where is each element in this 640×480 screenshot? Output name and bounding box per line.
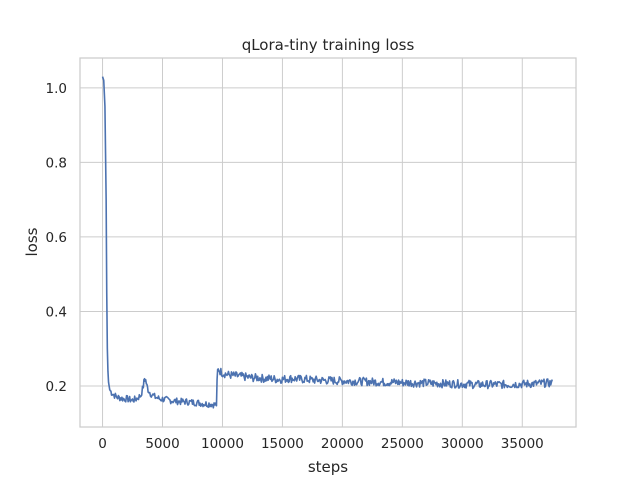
- y-tick-label: 0.2: [46, 379, 67, 395]
- x-tick-label: 10000: [201, 436, 244, 452]
- series-layer: [101, 76, 554, 409]
- grid: [80, 58, 576, 427]
- x-tick-label: 20000: [321, 436, 364, 452]
- x-tick-label: 0: [98, 436, 107, 452]
- x-tick-labels: 0 5000 10000 15000 20000 25000 30000 35000: [98, 436, 544, 452]
- y-tick-label: 1.0: [46, 81, 67, 97]
- loss-series-line: [101, 76, 554, 409]
- y-tick-label: 0.4: [46, 304, 67, 320]
- y-tick-labels: 0.2 0.4 0.6 0.8 1.0: [46, 81, 67, 395]
- y-axis-title: loss: [23, 227, 41, 256]
- x-axis-title: steps: [308, 458, 348, 476]
- plot-frame: [79, 57, 577, 428]
- x-tick-label: 5000: [145, 436, 179, 452]
- x-tick-label: 30000: [441, 436, 484, 452]
- x-tick-label: 25000: [381, 436, 424, 452]
- y-tick-label: 0.8: [46, 155, 67, 171]
- x-tick-label: 15000: [261, 436, 304, 452]
- x-tick-label: 35000: [501, 436, 544, 452]
- y-tick-label: 0.6: [46, 230, 67, 246]
- chart-title: qLora-tiny training loss: [242, 36, 415, 54]
